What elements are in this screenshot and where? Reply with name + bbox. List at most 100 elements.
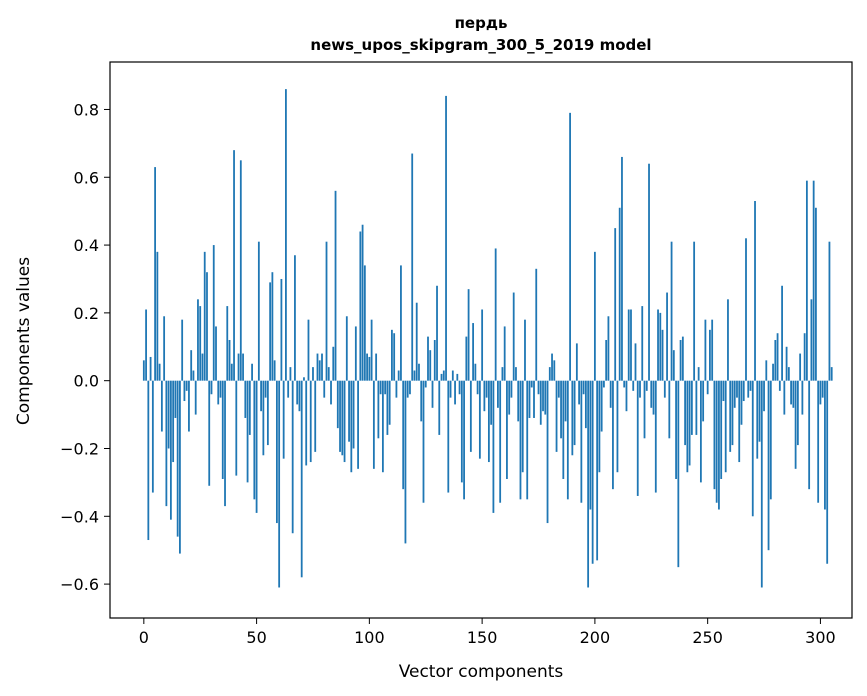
bar-12: [169, 380, 172, 520]
bar-224: [648, 163, 650, 381]
bar-7: [158, 363, 161, 381]
bar-226: [652, 380, 655, 415]
bar-120: [413, 370, 416, 381]
bar-171: [528, 380, 531, 418]
bar-250: [706, 380, 709, 395]
bar-126: [427, 336, 429, 381]
y-axis-label: Components values: [14, 257, 34, 425]
x-tick-label: 300: [805, 628, 836, 647]
bar-85: [334, 190, 337, 381]
bar-138: [454, 380, 456, 405]
bar-60: [278, 380, 281, 588]
bar-201: [596, 380, 599, 561]
bar-143: [465, 336, 468, 381]
bar-54: [264, 380, 267, 398]
x-tick-label: 150: [467, 628, 498, 647]
bar-164: [512, 292, 515, 381]
bar-146: [472, 323, 474, 381]
bar-108: [386, 380, 389, 435]
bar-153: [487, 380, 490, 463]
bar-268: [747, 380, 750, 398]
bar-116: [404, 380, 407, 544]
bar-61: [280, 278, 283, 381]
bar-280: [774, 340, 777, 381]
bar-110: [391, 329, 393, 381]
bar-27: [203, 251, 206, 381]
bar-179: [546, 380, 549, 524]
bar-292: [801, 380, 804, 415]
bar-248: [702, 380, 705, 422]
bar-77: [316, 353, 319, 381]
bar-301: [821, 380, 824, 398]
bar-296: [810, 299, 813, 381]
bar-4: [151, 380, 154, 493]
bar-234: [670, 241, 673, 381]
bar-254: [715, 380, 718, 503]
bar-288: [792, 380, 795, 408]
bar-107: [384, 380, 387, 395]
bar-141: [460, 380, 463, 483]
y-tick-label: 0.4: [74, 236, 99, 255]
bar-169: [524, 319, 526, 381]
bar-174: [535, 268, 538, 381]
bar-166: [517, 380, 520, 422]
bar-0: [142, 360, 145, 381]
bar-72: [305, 380, 308, 466]
bar-170: [526, 380, 529, 500]
bar-225: [650, 380, 653, 408]
y-tick-label: 0.8: [74, 100, 99, 119]
bar-259: [727, 299, 729, 381]
bar-32: [215, 326, 217, 381]
bar-43: [239, 160, 242, 381]
bar-50: [255, 380, 258, 513]
bar-162: [508, 380, 511, 415]
bar-203: [600, 380, 603, 432]
bar-15: [176, 380, 179, 537]
bar-271: [754, 201, 756, 381]
bar-151: [483, 380, 486, 412]
bar-137: [451, 370, 454, 381]
chart-title-line2: news_upos_skipgram_300_5_2019 model: [310, 36, 651, 54]
bar-97: [361, 224, 364, 381]
bar-112: [395, 380, 398, 398]
bar-14: [174, 380, 177, 418]
bar-253: [713, 380, 716, 490]
bar-2: [147, 380, 150, 541]
bar-99: [366, 353, 368, 381]
bar-273: [758, 380, 761, 442]
bar-198: [589, 380, 592, 510]
bar-40: [233, 150, 235, 381]
bar-92: [350, 380, 353, 473]
bar-13: [172, 380, 175, 463]
bar-105: [379, 380, 382, 395]
bar-139: [456, 373, 459, 381]
bar-121: [415, 302, 418, 381]
bar-283: [781, 285, 783, 381]
bar-73: [307, 319, 310, 381]
bar-18: [183, 380, 186, 402]
bar-96: [359, 231, 362, 381]
bar-103: [375, 353, 378, 381]
bar-51: [257, 241, 260, 381]
bar-82: [327, 367, 330, 381]
bar-252: [711, 319, 714, 381]
bar-74: [309, 380, 312, 463]
bar-243: [690, 380, 693, 435]
bar-132: [440, 373, 443, 381]
bar-258: [724, 380, 727, 473]
bar-134: [445, 95, 447, 381]
bar-229: [659, 312, 662, 381]
bar-195: [582, 380, 585, 395]
bar-33: [217, 380, 220, 405]
bar-94: [354, 326, 357, 381]
bar-154: [490, 380, 493, 425]
bar-211: [618, 207, 621, 381]
bar-275: [763, 380, 765, 412]
bar-131: [438, 380, 441, 435]
bar-127: [429, 350, 432, 381]
bar-302: [824, 380, 826, 510]
bar-286: [787, 367, 790, 381]
bar-212: [621, 156, 623, 381]
bar-176: [539, 380, 542, 425]
bar-167: [519, 380, 522, 500]
